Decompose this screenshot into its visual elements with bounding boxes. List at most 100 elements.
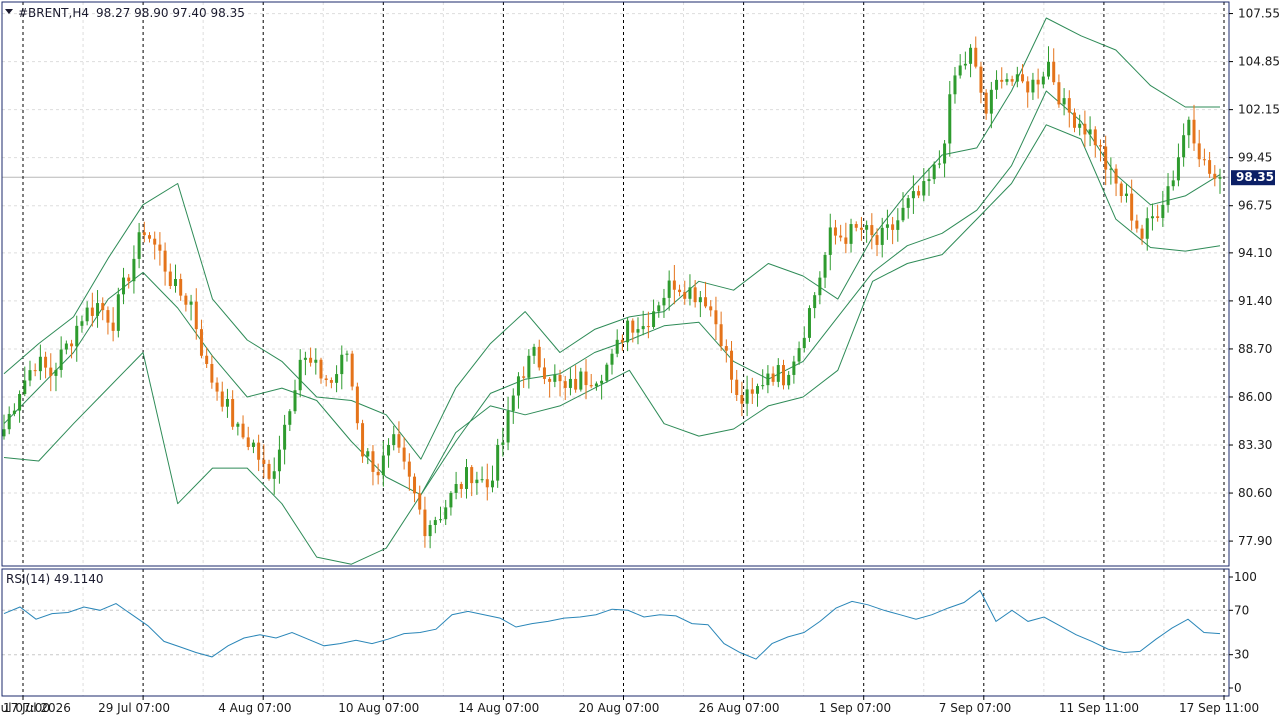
candle <box>106 306 110 335</box>
candle <box>787 371 791 390</box>
candle <box>1010 75 1014 86</box>
candle-body <box>257 442 261 460</box>
candle-body <box>1218 177 1222 179</box>
candle-body <box>1026 81 1030 93</box>
candle-body <box>345 353 349 355</box>
candle <box>1197 129 1201 168</box>
candle <box>18 390 22 423</box>
candle-body <box>833 227 837 236</box>
candle-body <box>397 434 401 448</box>
candle-body <box>392 434 396 446</box>
candle <box>199 319 203 359</box>
candle <box>688 274 692 306</box>
candle-body <box>101 303 105 311</box>
candle-body <box>776 365 780 382</box>
candle-body <box>709 306 713 311</box>
candle <box>958 54 962 79</box>
candle-body <box>1135 220 1139 229</box>
candle-body <box>444 507 448 520</box>
candle-body <box>807 308 811 338</box>
candle <box>490 465 494 493</box>
candle <box>522 366 526 388</box>
candle-body <box>475 479 479 484</box>
candle-body <box>1067 98 1071 113</box>
price-axis: 107.55 104.85 102.15 99.45 96.75 94.10 91.40 88… <box>1229 7 1280 695</box>
candle <box>1026 76 1030 108</box>
rsi-line <box>3 589 1221 660</box>
candle <box>205 347 209 368</box>
candle-body <box>111 322 115 331</box>
candle <box>1202 148 1206 166</box>
candle <box>423 496 427 548</box>
candle <box>168 263 172 289</box>
candle-body <box>605 364 609 381</box>
candle <box>963 51 967 70</box>
candle-body <box>459 484 463 489</box>
candle <box>449 491 453 516</box>
candle-body <box>1171 180 1175 187</box>
candle <box>631 318 635 343</box>
candle <box>350 350 354 391</box>
frames <box>1 1 1230 697</box>
rsi-line-layer <box>3 589 1221 660</box>
candle-body <box>615 339 619 354</box>
candle <box>636 317 640 345</box>
candle-body <box>142 232 146 236</box>
candle-body <box>1031 79 1035 93</box>
price-tick-label: 88.70 <box>1238 342 1272 356</box>
candle-body <box>797 348 801 362</box>
candle-body <box>683 292 687 299</box>
price-tick-label: 99.45 <box>1238 151 1272 165</box>
candle <box>683 280 687 305</box>
candle-body <box>1000 79 1004 82</box>
candle <box>262 444 266 479</box>
candle <box>1166 173 1170 213</box>
candle-body <box>340 354 344 375</box>
candle-body <box>969 47 973 64</box>
candle-body <box>314 359 318 363</box>
candle <box>730 340 734 394</box>
price-tick-label: 91.40 <box>1238 294 1272 308</box>
candle-body <box>189 301 193 305</box>
candle-body <box>1166 186 1170 205</box>
price-tick-label: 107.55 <box>1238 7 1280 21</box>
candle-body <box>148 235 152 239</box>
candle-body <box>1104 146 1108 170</box>
candle <box>220 381 224 412</box>
candle-body <box>80 321 84 326</box>
chart-header[interactable]: #BRENT,H4 98.27 98.90 97.40 98.35 <box>5 6 245 20</box>
candle-body <box>205 355 209 364</box>
candle-body <box>1156 216 1160 218</box>
candle <box>371 445 375 486</box>
candle-body <box>231 398 235 427</box>
candle-body <box>1182 135 1186 158</box>
candle <box>418 485 422 515</box>
candle-body <box>277 449 281 472</box>
candle-body <box>735 379 739 396</box>
candle <box>44 351 48 379</box>
candle-body <box>59 349 63 370</box>
candle-body <box>1057 82 1061 105</box>
candle-body <box>740 395 744 404</box>
candle-body <box>574 378 578 390</box>
candle <box>496 438 500 488</box>
candle-body <box>480 479 484 481</box>
candle-body <box>901 207 905 221</box>
bollinger-bands <box>3 17 1221 565</box>
rsi-tick-label: 0 <box>1234 681 1242 695</box>
candle-body <box>953 75 957 95</box>
candle-body <box>158 244 162 251</box>
candle <box>309 347 313 367</box>
candle <box>610 348 614 375</box>
candle-body <box>937 163 941 165</box>
candle-body <box>1114 168 1118 184</box>
candle-body <box>745 389 749 404</box>
time-tick-label: 20 Aug 07:00 <box>579 701 660 715</box>
candle <box>979 61 983 104</box>
dropdown-triangle-icon[interactable] <box>5 9 13 14</box>
candle <box>355 382 359 430</box>
candle <box>127 274 131 289</box>
time-tick-label: 17 Jul 2026 <box>3 701 71 715</box>
candle <box>184 293 188 312</box>
candle <box>568 368 572 396</box>
